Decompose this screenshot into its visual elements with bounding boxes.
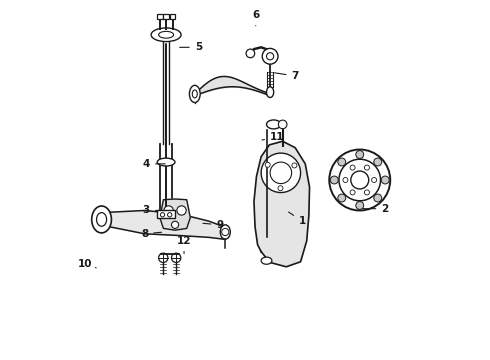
Circle shape xyxy=(356,202,364,210)
Circle shape xyxy=(265,162,270,167)
Ellipse shape xyxy=(192,90,197,98)
Circle shape xyxy=(343,177,348,183)
FancyBboxPatch shape xyxy=(157,14,163,19)
Circle shape xyxy=(351,171,368,189)
Circle shape xyxy=(278,120,287,129)
Circle shape xyxy=(330,176,338,184)
Text: 10: 10 xyxy=(78,259,96,269)
Circle shape xyxy=(177,206,186,215)
FancyBboxPatch shape xyxy=(163,14,169,19)
FancyBboxPatch shape xyxy=(157,211,175,219)
Circle shape xyxy=(356,150,364,158)
Circle shape xyxy=(339,159,381,201)
Circle shape xyxy=(160,213,165,217)
Circle shape xyxy=(270,162,292,184)
Circle shape xyxy=(172,253,181,262)
Circle shape xyxy=(172,221,179,228)
Ellipse shape xyxy=(92,206,111,233)
Circle shape xyxy=(168,213,172,217)
Circle shape xyxy=(374,194,382,202)
Ellipse shape xyxy=(267,120,281,129)
Circle shape xyxy=(371,177,377,183)
Circle shape xyxy=(278,186,283,191)
Text: 9: 9 xyxy=(203,220,223,230)
Ellipse shape xyxy=(159,31,173,38)
Circle shape xyxy=(261,153,300,193)
Circle shape xyxy=(365,190,369,195)
Ellipse shape xyxy=(157,158,175,166)
Text: 1: 1 xyxy=(289,212,306,226)
Circle shape xyxy=(338,194,346,202)
Ellipse shape xyxy=(97,213,107,226)
Circle shape xyxy=(262,48,278,64)
Text: 2: 2 xyxy=(363,204,389,214)
Circle shape xyxy=(164,206,173,215)
Text: 6: 6 xyxy=(252,10,259,26)
Ellipse shape xyxy=(261,257,272,264)
FancyBboxPatch shape xyxy=(170,14,175,19)
Polygon shape xyxy=(160,199,190,230)
Circle shape xyxy=(381,176,389,184)
FancyBboxPatch shape xyxy=(37,30,53,39)
Ellipse shape xyxy=(267,87,274,98)
Circle shape xyxy=(246,49,255,58)
Circle shape xyxy=(292,163,297,168)
Circle shape xyxy=(338,158,346,166)
Circle shape xyxy=(221,228,229,235)
Ellipse shape xyxy=(220,225,230,239)
Text: 5: 5 xyxy=(180,42,202,52)
Text: 8: 8 xyxy=(141,229,162,239)
Text: 7: 7 xyxy=(274,71,299,81)
Circle shape xyxy=(159,253,168,262)
Circle shape xyxy=(374,158,382,166)
Text: 12: 12 xyxy=(177,236,191,253)
Text: 3: 3 xyxy=(143,206,165,216)
Ellipse shape xyxy=(190,85,200,103)
Circle shape xyxy=(350,165,355,170)
Circle shape xyxy=(43,32,48,37)
Text: 4: 4 xyxy=(143,159,165,169)
Circle shape xyxy=(365,165,369,170)
Polygon shape xyxy=(109,211,223,239)
Circle shape xyxy=(267,53,274,60)
Circle shape xyxy=(350,190,355,195)
Ellipse shape xyxy=(151,28,181,41)
Polygon shape xyxy=(254,141,310,267)
Text: 11: 11 xyxy=(262,132,285,142)
Circle shape xyxy=(329,149,390,211)
